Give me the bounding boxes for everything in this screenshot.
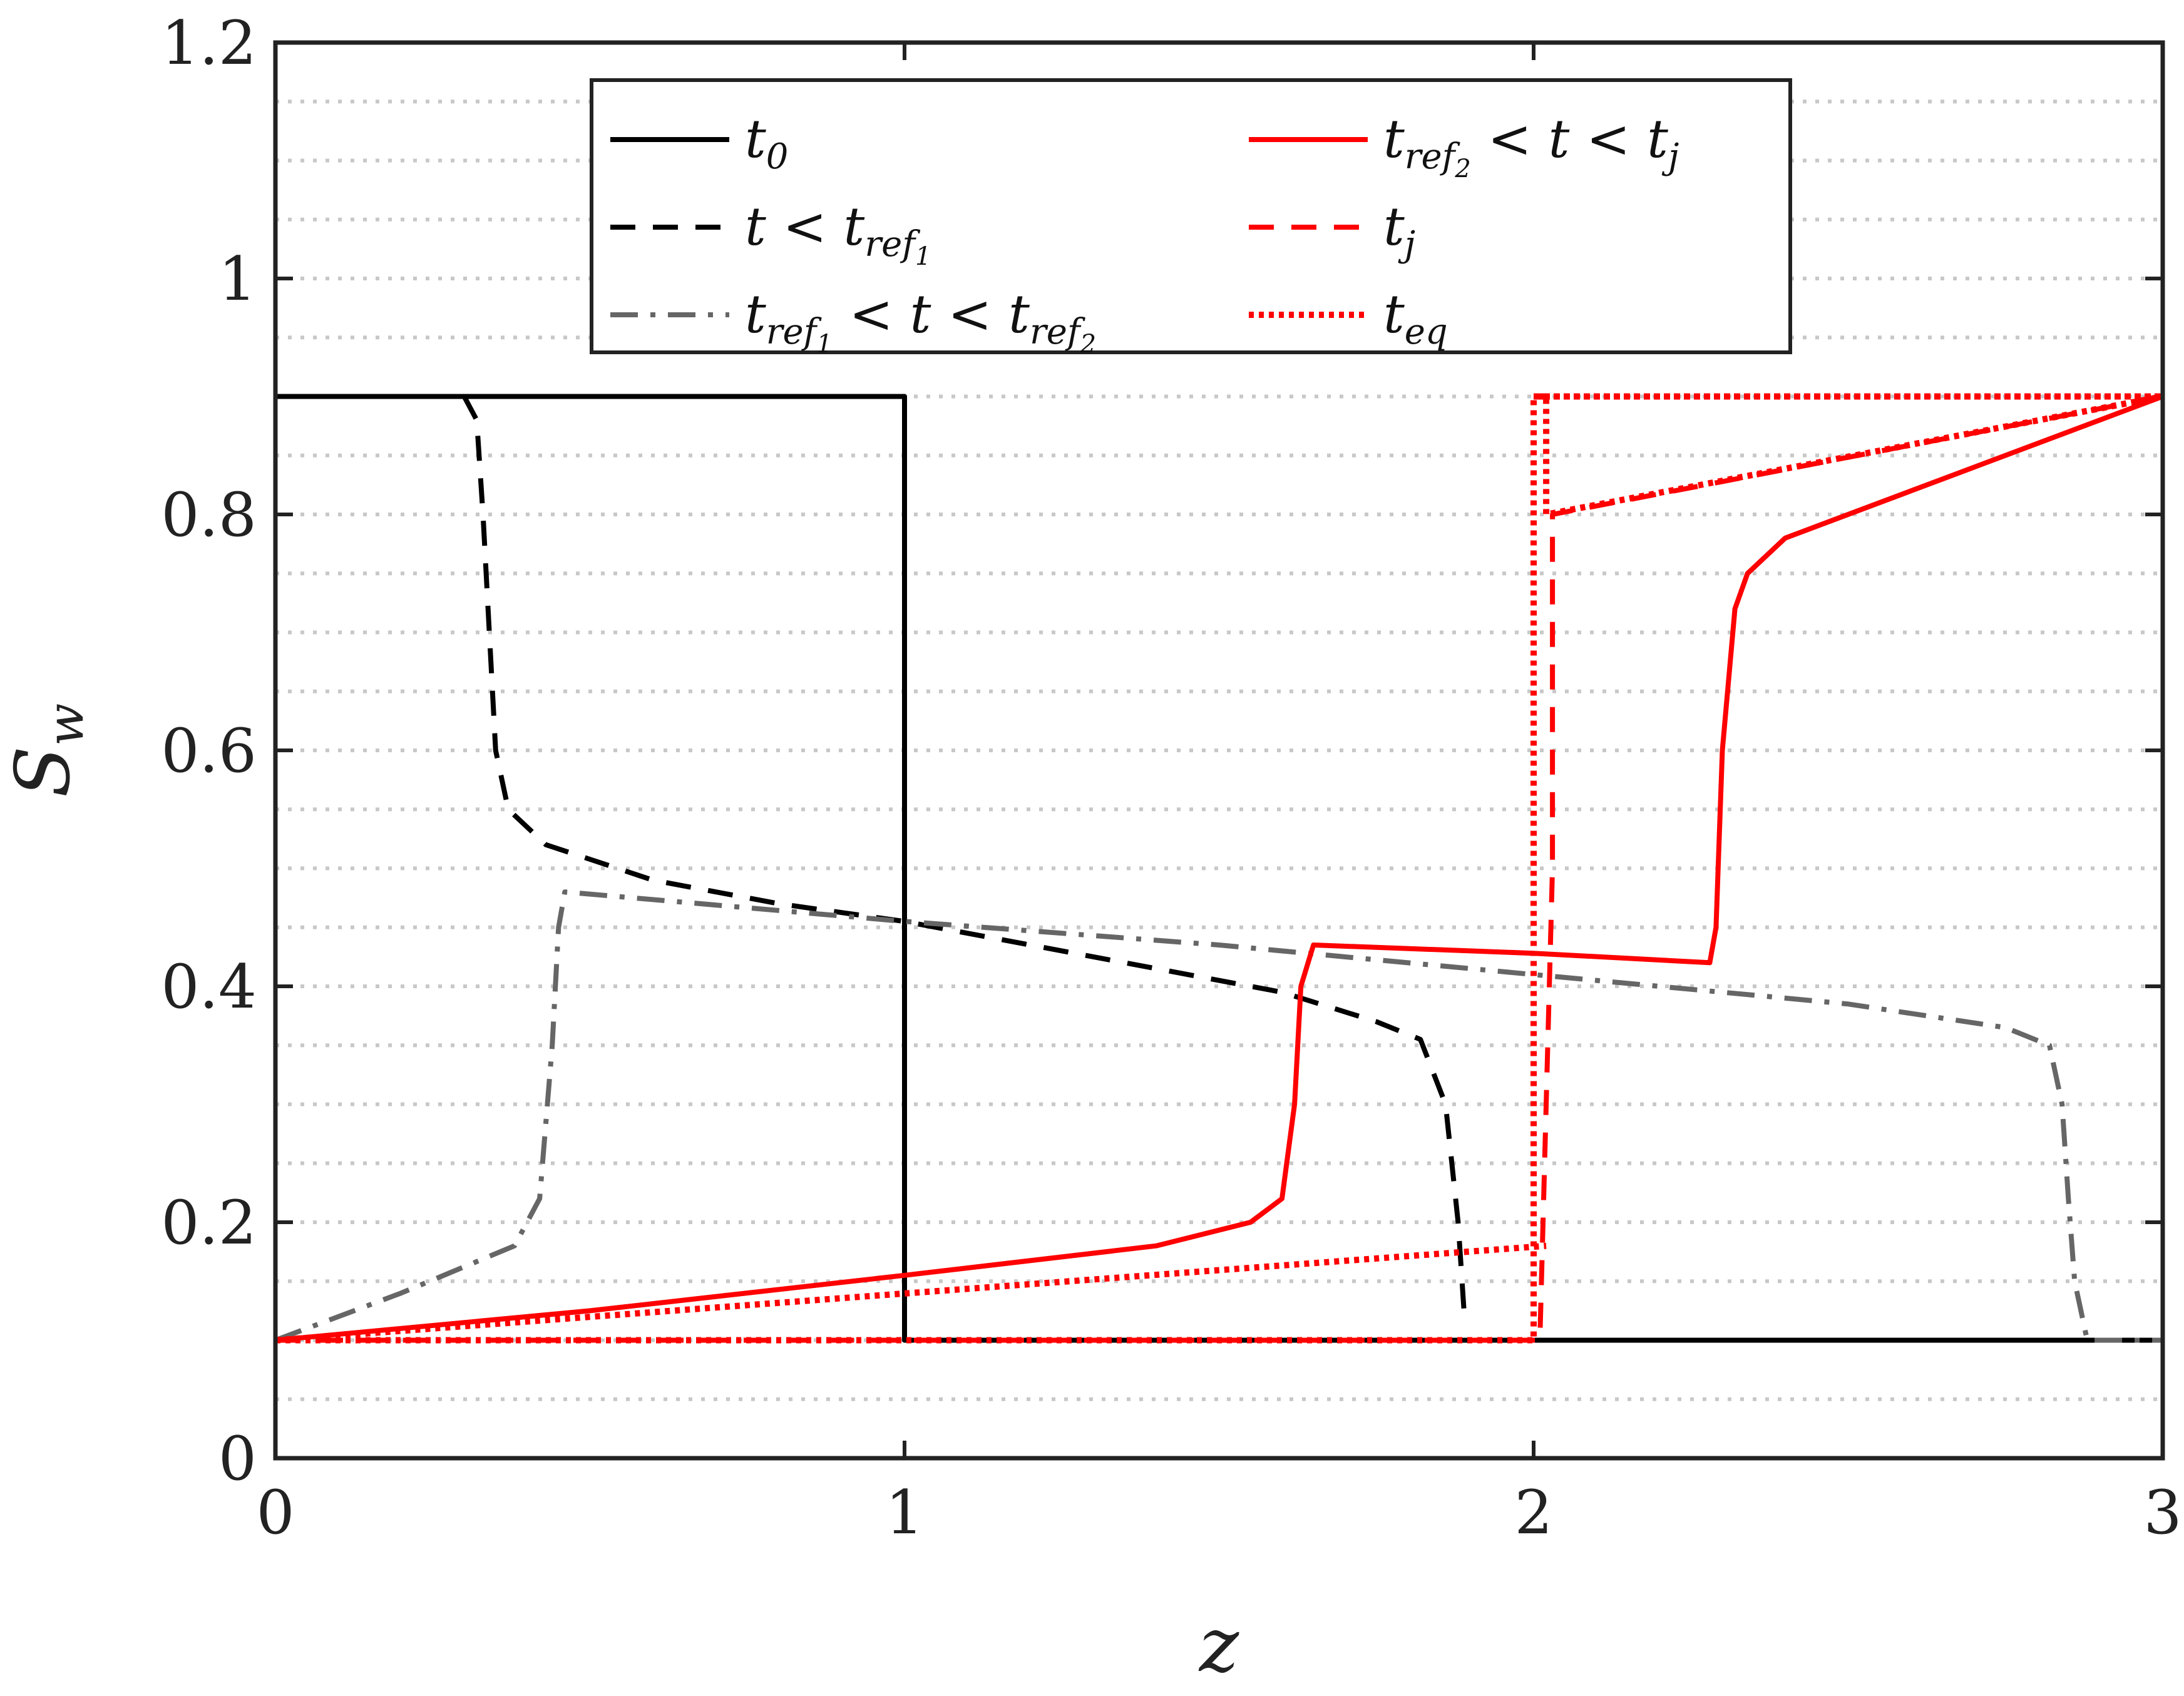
legend-text-part: 1: [915, 242, 931, 271]
legend-text-part: t: [745, 196, 766, 257]
series-line-1: [461, 395, 1467, 1317]
x-tick-label: 0: [256, 1478, 294, 1548]
legend-text-part: t: [1383, 108, 1405, 170]
series-line-3: [275, 394, 2164, 1343]
legend-text-part: 2: [1454, 155, 1470, 183]
legend-entry-label: teq: [1383, 284, 1448, 352]
legend-text-part: 2: [1080, 330, 1096, 359]
legend-text-part: ref: [864, 224, 921, 265]
series-line-6: [275, 1242, 1547, 1344]
series-line-5: [275, 393, 2166, 1344]
legend-box: [590, 78, 1792, 354]
legend-text-part: 0: [766, 136, 789, 177]
legend-text-part: ref: [766, 312, 823, 352]
legend-text-part: ref: [1405, 136, 1461, 177]
legend-entry-label: tj: [1383, 196, 1415, 265]
y-tick-label: 0.2: [161, 1188, 257, 1258]
y-axis-label-subscript: w: [36, 703, 95, 746]
legend-text-part: t: [745, 284, 766, 345]
legend-text-part: < t: [766, 196, 865, 257]
y-tick-label: 0: [218, 1424, 257, 1494]
legend-text-part: t: [745, 108, 766, 170]
legend-text-part: ref: [1030, 312, 1086, 352]
legend-text-part: < t < t: [833, 284, 1030, 345]
x-tick-label: 2: [1514, 1478, 1552, 1548]
legend-text-part: < t < t: [1471, 108, 1668, 170]
x-tick-label: 1: [885, 1478, 923, 1548]
tick-group: 0 1 2 3 0 0.2 0.4 0.6 0.8 1 1.2: [161, 8, 2181, 1548]
y-tick-label: 0.4: [161, 952, 257, 1022]
legend-entry-label: tref1 < t < tref2: [745, 284, 1096, 359]
y-tick-label: 1.2: [161, 8, 257, 78]
x-axis-label: z: [1198, 1602, 1239, 1689]
axis-labels: z Sw: [0, 703, 1239, 1689]
y-tick-label: 1: [218, 244, 257, 314]
y-axis-label: Sw: [0, 703, 95, 798]
legend-text-part: t: [1383, 284, 1405, 345]
y-tick-label: 0.6: [161, 716, 257, 786]
series-group: [274, 393, 2166, 1344]
legend-entry-label: t < tref1: [745, 196, 931, 271]
y-tick-label: 0.8: [161, 480, 257, 550]
legend-text-part: t: [1383, 196, 1405, 257]
legend-text-part: 1: [816, 330, 832, 359]
series-line-2: [274, 889, 2163, 1343]
y-axis-label-main: S: [0, 746, 87, 797]
legend-text-part: eq: [1405, 312, 1448, 352]
x-tick-label: 3: [2143, 1478, 2181, 1548]
legend-entry-label: t0: [745, 108, 788, 177]
